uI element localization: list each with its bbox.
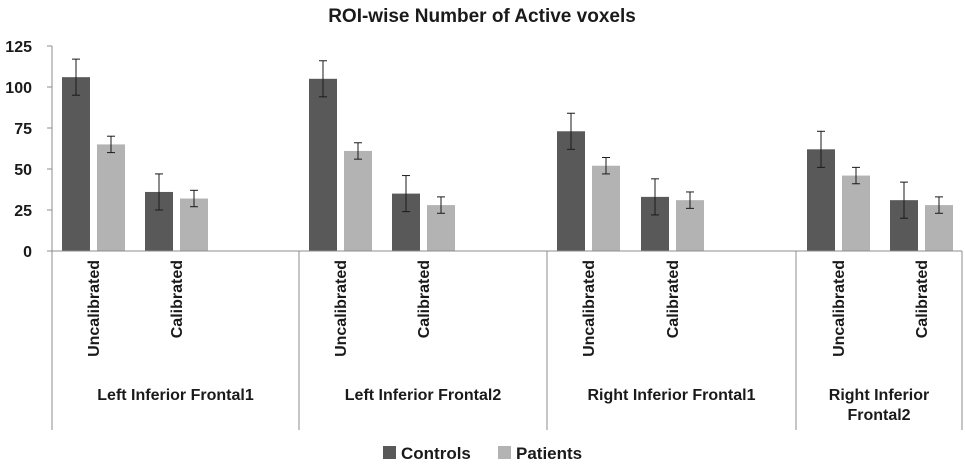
bar-patients	[344, 150, 372, 251]
y-tick-label: 25	[14, 203, 32, 220]
y-tick-label: 0	[23, 244, 32, 261]
category-label: Uncalibrated	[581, 260, 598, 357]
bars	[62, 77, 953, 251]
chart-title: ROI-wise Number of Active voxels	[328, 6, 636, 27]
group-label: Frontal2	[847, 407, 910, 424]
legend: Controls Patients	[383, 444, 582, 463]
category-label: Uncalibrated	[831, 260, 848, 357]
error-bars	[72, 58, 943, 219]
bar-patients	[97, 144, 125, 251]
group-label: Right Inferior	[829, 387, 929, 404]
bar-patients	[180, 198, 208, 251]
bar-controls	[309, 78, 337, 251]
legend-swatch-patients	[498, 446, 511, 459]
category-label: Calibrated	[914, 260, 931, 338]
y-tick-label: 125	[5, 39, 32, 56]
y-axis: 0 25 50 75 100 125	[5, 39, 53, 430]
category-label: Calibrated	[169, 260, 186, 338]
y-tick-label: 100	[5, 80, 32, 97]
group-label: Left Inferior Frontal2	[345, 387, 502, 404]
category-label: Uncalibrated	[86, 260, 103, 357]
legend-label-patients: Patients	[516, 444, 582, 463]
bar-controls	[62, 77, 90, 251]
category-label: Uncalibrated	[333, 260, 350, 357]
category-label: Calibrated	[416, 260, 433, 338]
y-tick-label: 75	[14, 121, 32, 138]
legend-swatch-controls	[383, 446, 396, 459]
y-tick-label: 50	[14, 162, 32, 179]
group-label: Right Inferior Frontal1	[588, 387, 756, 404]
category-label: Calibrated	[665, 260, 682, 338]
bar-patients	[592, 165, 620, 251]
x-axis: Uncalibrated Calibrated Left Inferior Fron…	[52, 250, 963, 430]
group-label: Left Inferior Frontal1	[97, 387, 254, 404]
bar-patients	[842, 175, 870, 251]
legend-label-controls: Controls	[401, 444, 471, 463]
bar-controls	[557, 131, 585, 251]
